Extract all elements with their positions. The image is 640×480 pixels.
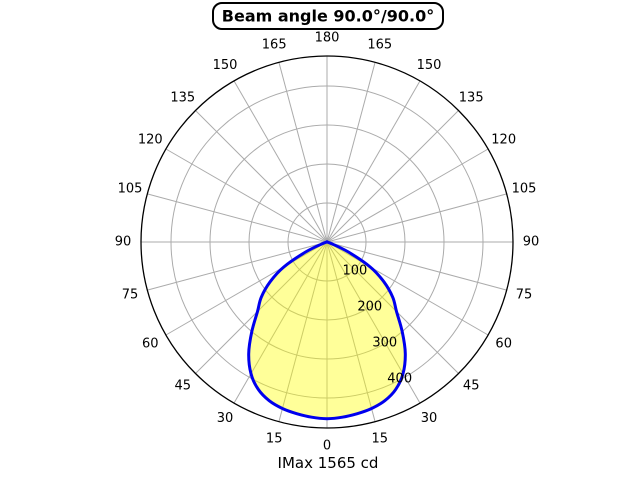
angle-tick-label: 150 <box>213 58 238 73</box>
grid-spoke <box>326 62 376 243</box>
angle-tick-label: 0 <box>323 439 331 454</box>
chart-title-box: Beam angle 90.0°/90.0° <box>212 2 444 30</box>
angle-tick-label: 15 <box>266 432 283 447</box>
grid-spoke <box>326 148 489 243</box>
grid-spoke <box>147 193 328 243</box>
grid-spoke <box>233 241 328 404</box>
grid-spoke <box>326 241 421 404</box>
grid-spoke <box>195 241 328 374</box>
grid-spoke <box>326 241 489 336</box>
grid-spoke <box>147 241 328 291</box>
radial-tick-label: 300 <box>372 336 397 351</box>
outer-ring <box>140 55 514 429</box>
beam-curve <box>247 240 407 421</box>
grid-spoke <box>326 193 507 243</box>
angle-tick-label: 75 <box>516 287 533 302</box>
angle-tick-label: 180 <box>315 31 340 46</box>
angle-tick-label: 45 <box>463 379 480 394</box>
grid-spoke <box>278 62 328 243</box>
angle-tick-label: 165 <box>367 38 392 53</box>
angle-tick-labels: 0 15 15 30 30 45 45 60 60 75 75 90 90 105 105 120 120 135… <box>115 31 540 454</box>
grid-spoke <box>165 148 328 243</box>
angle-tick-label: 60 <box>495 337 512 352</box>
grid-spoke <box>326 241 376 422</box>
grid-spoke <box>195 110 328 243</box>
grid-spoke <box>233 80 328 243</box>
angle-tick-label: 135 <box>170 90 195 105</box>
radial-tick-label: 400 <box>387 372 412 387</box>
radial-tick-labels: 100 200 300 400 <box>342 264 412 387</box>
angle-tick-label: 30 <box>217 411 234 426</box>
angle-tick-label: 90 <box>115 235 132 250</box>
grid-spoke <box>326 110 459 243</box>
radial-tick-label: 100 <box>342 264 367 279</box>
grid-spoke <box>326 80 421 243</box>
angle-tick-label: 120 <box>138 133 163 148</box>
angle-tick-label: 15 <box>372 432 389 447</box>
radial-tick-label: 200 <box>357 300 382 315</box>
angle-tick-label: 120 <box>491 133 516 148</box>
angle-tick-label: 150 <box>417 58 442 73</box>
polar-grid <box>140 55 514 429</box>
grid-spoke <box>278 241 328 422</box>
angle-tick-label: 165 <box>262 38 287 53</box>
chart-title: Beam angle 90.0°/90.0° <box>222 7 434 26</box>
angle-tick-label: 30 <box>421 411 438 426</box>
angle-tick-label: 60 <box>142 337 159 352</box>
angle-tick-label: 45 <box>175 379 192 394</box>
angle-tick-label: 75 <box>122 287 139 302</box>
angle-tick-label: 90 <box>523 235 540 250</box>
title-border <box>212 2 444 30</box>
grid-spoke <box>326 241 507 291</box>
angle-tick-label: 105 <box>118 182 143 197</box>
angle-tick-label: 105 <box>512 182 537 197</box>
grid-spoke <box>165 241 328 336</box>
angle-tick-label: 135 <box>459 90 484 105</box>
imax-caption: IMax 1565 cd <box>278 454 379 472</box>
grid-spoke <box>326 241 459 374</box>
